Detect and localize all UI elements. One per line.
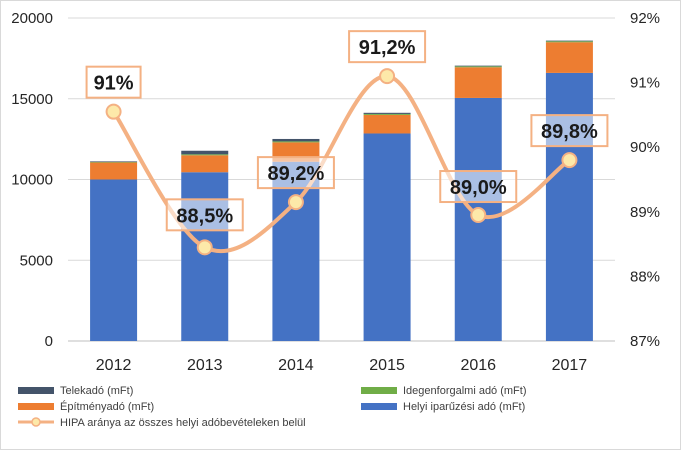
x-tick-label: 2016 xyxy=(460,357,496,374)
gridlines xyxy=(68,17,615,342)
legend-swatch xyxy=(361,403,397,410)
bar-ptmnyad-2016 xyxy=(454,67,502,98)
x-axis: 2012 2013 2014 2015 2016 2017 xyxy=(96,357,588,374)
legend-label: Helyi iparűzési adó (mFt) xyxy=(403,401,525,413)
legend-marker xyxy=(31,417,41,427)
bar-helyi-2012 xyxy=(90,179,138,341)
left-tick-label: 10000 xyxy=(11,172,53,189)
data-label-box xyxy=(530,114,609,148)
left-tick-label: 20000 xyxy=(11,10,53,27)
right-tick-label: 91% xyxy=(630,75,660,92)
right-tick-label: 87% xyxy=(630,333,660,350)
legend-swatch xyxy=(18,403,54,410)
legend-label: HIPA aránya az összes helyi adóbevételek… xyxy=(60,417,306,429)
data-label-box xyxy=(165,198,244,232)
right-tick-label: 88% xyxy=(630,268,660,285)
bar-helyi-2017 xyxy=(545,72,593,341)
bar-telekad-2012 xyxy=(90,161,138,163)
bar-helyi-2014 xyxy=(272,161,320,341)
bar-ptmnyad-2017 xyxy=(545,42,593,73)
bar-telekad-2014 xyxy=(272,138,320,142)
ratio-line xyxy=(105,68,578,256)
bar-telekad-2013 xyxy=(181,150,229,155)
bar-idegenforgalmi-2017 xyxy=(545,41,593,43)
bar-helyi-2015 xyxy=(363,133,411,341)
bar-ptmnyad-2013 xyxy=(181,155,229,173)
data-label-2014: 89,2% xyxy=(268,163,325,185)
data-label-2012: 91% xyxy=(94,73,134,95)
left-tick-label: 5000 xyxy=(20,252,53,269)
ratio-point-2014 xyxy=(287,194,304,211)
legend-swatch xyxy=(18,387,54,394)
x-tick-label: 2017 xyxy=(552,357,588,374)
right-tick-label: 90% xyxy=(630,139,660,156)
data-labels: 91% 88,5% 89,2% 91,2% 89,0% 89,8% xyxy=(85,30,609,232)
bar-helyi-2013 xyxy=(181,172,229,341)
data-label-box xyxy=(439,170,518,204)
ratio-point-2015 xyxy=(379,68,396,85)
legend-label: Építményadó (mFt) xyxy=(60,400,154,413)
legend: Telekadó (mFt) Idegenforgalmi adó (mFt) Ép… xyxy=(18,385,527,429)
right-tick-label: 92% xyxy=(630,10,660,27)
right-tick-label: 89% xyxy=(630,204,660,221)
left-axis: 0 5000 10000 15000 20000 xyxy=(11,10,53,350)
left-tick-label: 15000 xyxy=(11,91,53,108)
x-tick-label: 2013 xyxy=(187,357,223,374)
bar-telekad-2016 xyxy=(454,65,502,67)
bar-idegenforgalmi-2013 xyxy=(181,154,229,156)
data-label-2016: 89,0% xyxy=(450,177,507,199)
legend-label: Telekadó (mFt) xyxy=(60,385,133,397)
ratio-point-2013 xyxy=(196,239,213,256)
ratio-point-2016 xyxy=(470,207,487,224)
legend-swatch xyxy=(361,387,397,394)
bar-idegenforgalmi-2014 xyxy=(272,141,320,143)
bar-idegenforgalmi-2016 xyxy=(454,66,502,68)
data-label-box xyxy=(348,30,427,64)
bars xyxy=(90,40,593,341)
left-tick-label: 0 xyxy=(45,333,53,350)
legend-label: Idegenforgalmi adó (mFt) xyxy=(403,385,527,397)
bar-ptmnyad-2015 xyxy=(363,114,411,134)
data-label-2015: 91,2% xyxy=(359,37,416,59)
data-label-2017: 89,8% xyxy=(541,121,598,143)
x-tick-label: 2012 xyxy=(96,357,132,374)
bar-idegenforgalmi-2015 xyxy=(363,113,411,115)
x-tick-label: 2015 xyxy=(369,357,405,374)
bar-telekad-2015 xyxy=(363,112,411,114)
bar-telekad-2017 xyxy=(545,40,593,42)
bar-ptmnyad-2012 xyxy=(90,162,138,180)
right-axis: 87% 88% 89% 90% 91% 92% xyxy=(630,10,660,350)
ratio-point-2012 xyxy=(105,103,122,120)
data-label-box xyxy=(85,65,142,99)
x-tick-label: 2014 xyxy=(278,357,314,374)
ratio-point-2017 xyxy=(561,152,578,169)
data-label-box xyxy=(256,156,335,190)
data-label-2013: 88,5% xyxy=(176,205,233,227)
